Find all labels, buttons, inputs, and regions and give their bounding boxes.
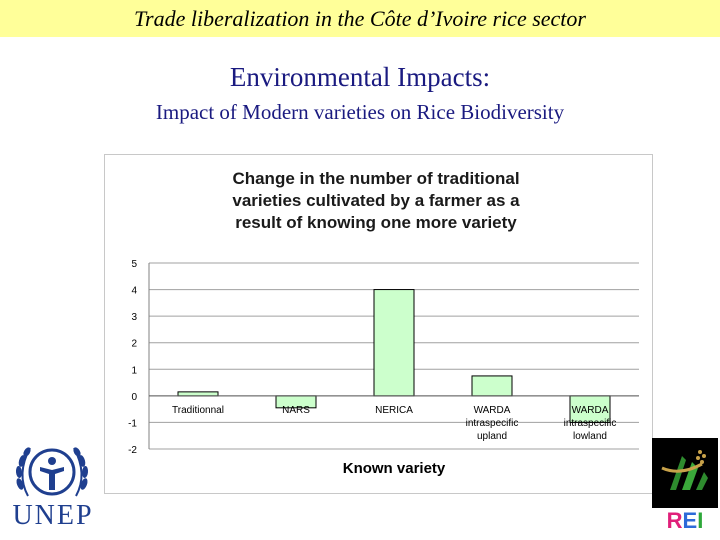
chart-title-line: result of knowing one more variety	[235, 213, 517, 232]
unep-logo	[15, 447, 89, 497]
category-label: intraspecific	[564, 418, 617, 429]
unep-wordmark: UNEP	[12, 500, 94, 531]
category-label: WARDA	[474, 405, 511, 416]
category-label: Traditionnal	[172, 405, 224, 416]
bar-nerica-2	[373, 289, 415, 397]
bar-warda-3	[471, 375, 513, 397]
category-label: lowland	[573, 431, 607, 442]
category-label: NARS	[282, 405, 310, 416]
rei-logo	[652, 438, 718, 508]
chart-title-line: Change in the number of traditional	[232, 169, 519, 188]
y-tick-label: 2	[131, 339, 137, 350]
category-label: upland	[477, 431, 507, 442]
bar-traditionnal-0	[177, 391, 219, 397]
chart-frame: Change in the number of traditional varie…	[104, 154, 653, 494]
y-tick-label: 4	[131, 286, 137, 297]
chart-title-line: varieties cultivated by a farmer as a	[232, 191, 520, 210]
page-subheading: Impact of Modern varieties on Rice Biodi…	[155, 100, 565, 124]
y-tick-label: 1	[131, 365, 137, 376]
y-tick-label: -2	[128, 445, 137, 456]
category-label: WARDA	[572, 405, 609, 416]
y-tick-label: 3	[131, 312, 137, 323]
x-axis-label: Known variety	[343, 460, 446, 477]
bar-warda-4	[569, 395, 611, 423]
banner-title: Trade liberalization in the Côte d’Ivoir…	[134, 5, 586, 31]
page-heading: Environmental Impacts:	[229, 62, 491, 92]
y-tick-label: 0	[131, 392, 137, 403]
bar-chart: Change in the number of traditional varie…	[128, 169, 639, 477]
y-tick-label: 5	[131, 259, 137, 270]
category-label: NERICA	[375, 405, 413, 416]
top-banner: Trade liberalization in the Côte d’Ivoir…	[0, 0, 720, 37]
y-tick-label: -1	[128, 418, 137, 429]
category-label: intraspecific	[466, 418, 519, 429]
